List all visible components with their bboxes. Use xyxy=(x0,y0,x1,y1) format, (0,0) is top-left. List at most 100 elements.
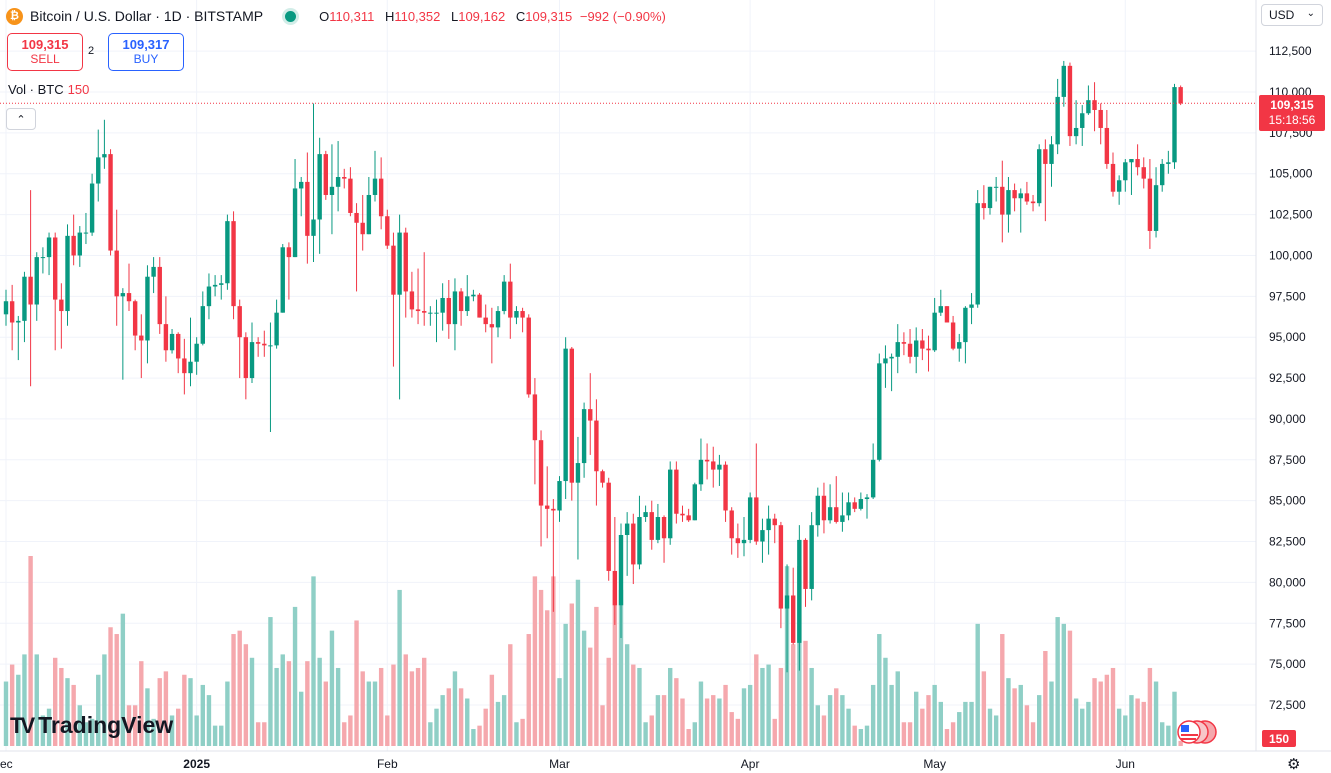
candle-body xyxy=(778,525,784,609)
x-tick-label: May xyxy=(923,757,946,771)
candle-body xyxy=(151,266,156,277)
volume-bar xyxy=(1055,617,1060,746)
tradingview-logo[interactable]: TV TradingView xyxy=(10,712,173,739)
candle-body xyxy=(840,515,845,522)
candle-body xyxy=(649,512,654,540)
volume-bar xyxy=(870,684,876,746)
market-status-icon[interactable] xyxy=(285,10,297,22)
candle-body xyxy=(415,309,421,312)
volume-bar xyxy=(1024,705,1030,746)
volume-bar xyxy=(803,640,808,746)
candle-body xyxy=(791,595,796,643)
candle-body xyxy=(760,530,765,542)
candle-body xyxy=(501,281,507,312)
tradingview-logo-mark: TV xyxy=(10,712,35,738)
volume-legend[interactable]: Vol · BTC 150 xyxy=(8,82,89,97)
candle-body xyxy=(348,178,353,213)
volume-bar xyxy=(698,681,704,746)
candle-body xyxy=(243,337,249,379)
candle-body xyxy=(987,186,993,209)
candle-body xyxy=(668,469,673,539)
ohlc-readout: O110,311 H110,352 L109,162 C109,315 −992… xyxy=(319,8,666,24)
y-tick-label: 100,000 xyxy=(1269,248,1313,262)
volume-bar xyxy=(428,722,433,746)
candle-body xyxy=(422,311,427,313)
candle-body xyxy=(262,343,267,346)
volume-bar xyxy=(877,634,882,746)
volume-bar xyxy=(581,630,587,746)
candle-body xyxy=(692,484,697,521)
candle-body xyxy=(212,284,218,287)
volume-bar xyxy=(514,722,519,746)
volume-bar xyxy=(674,678,679,746)
candle-body xyxy=(139,335,144,341)
candle-body xyxy=(385,216,390,246)
candle-body xyxy=(96,157,101,184)
volume-bar xyxy=(335,667,341,746)
candle-body xyxy=(1073,127,1079,137)
candle-body xyxy=(950,322,956,349)
volume-bar xyxy=(489,674,495,746)
volume-bar xyxy=(987,708,993,746)
collapse-legend-button[interactable]: ⌃ xyxy=(6,108,36,130)
buy-button[interactable]: 109,317 BUY xyxy=(108,33,184,71)
volume-bar xyxy=(212,725,218,746)
y-tick-label: 105,000 xyxy=(1269,167,1313,181)
candle-body xyxy=(975,203,980,305)
candle-body xyxy=(1123,162,1128,181)
candle-body xyxy=(637,517,642,565)
candle-body xyxy=(231,221,236,307)
settings-gear-icon[interactable]: ⚙ xyxy=(1287,756,1301,773)
volume-bar xyxy=(219,725,224,746)
events-flag-icon[interactable] xyxy=(1175,720,1217,744)
volume-bar xyxy=(372,681,378,746)
candle-body xyxy=(188,361,193,374)
candle-body xyxy=(1166,162,1171,164)
volume-bar xyxy=(157,678,162,746)
volume-bar xyxy=(569,603,574,746)
candle-body xyxy=(126,293,132,302)
currency-select[interactable]: USD ⌄ xyxy=(1261,4,1323,26)
volume-bar xyxy=(594,606,599,746)
candle-body xyxy=(895,342,900,357)
candle-body xyxy=(292,188,298,258)
candle-body xyxy=(741,539,747,544)
volume-bar xyxy=(778,667,784,746)
volume-bar xyxy=(391,664,396,746)
volume-bar xyxy=(422,657,427,746)
candle-body xyxy=(784,595,790,609)
candle-body xyxy=(520,311,525,318)
candle-body xyxy=(1086,100,1091,114)
volume-bar xyxy=(747,684,753,746)
candle-body xyxy=(378,178,384,217)
volume-bar xyxy=(305,661,310,746)
x-tick-label: Feb xyxy=(377,757,398,771)
candle-body xyxy=(643,512,648,518)
candle-body xyxy=(1116,180,1122,192)
sell-button[interactable]: 109,315 SELL xyxy=(7,33,83,71)
candle-body xyxy=(846,502,851,516)
candle-body xyxy=(403,232,408,292)
candle-body xyxy=(225,221,230,284)
volume-bar xyxy=(348,715,353,746)
volume-bar xyxy=(225,681,230,746)
symbol-header: ₿ Bitcoin / U.S. Dollar · 1D · BITSTAMP … xyxy=(6,6,666,26)
candle-body xyxy=(1110,163,1116,192)
candle-body xyxy=(1153,185,1159,231)
volume-bar xyxy=(132,705,138,746)
price-candles xyxy=(3,60,1183,673)
candle-body xyxy=(993,186,999,188)
volume-bar xyxy=(1067,630,1073,746)
candle-body xyxy=(938,306,943,313)
volume-bar xyxy=(440,695,445,746)
symbol-title[interactable]: Bitcoin / U.S. Dollar · 1D · BITSTAMP xyxy=(30,8,264,24)
candle-body xyxy=(483,317,488,325)
candle-body xyxy=(1055,96,1060,145)
candle-body xyxy=(907,343,913,357)
y-tick-label: 112,500 xyxy=(1269,44,1312,58)
candle-body xyxy=(704,459,710,462)
volume-bar xyxy=(176,708,181,746)
volume-bar xyxy=(71,684,76,746)
volume-bars xyxy=(3,556,1183,746)
